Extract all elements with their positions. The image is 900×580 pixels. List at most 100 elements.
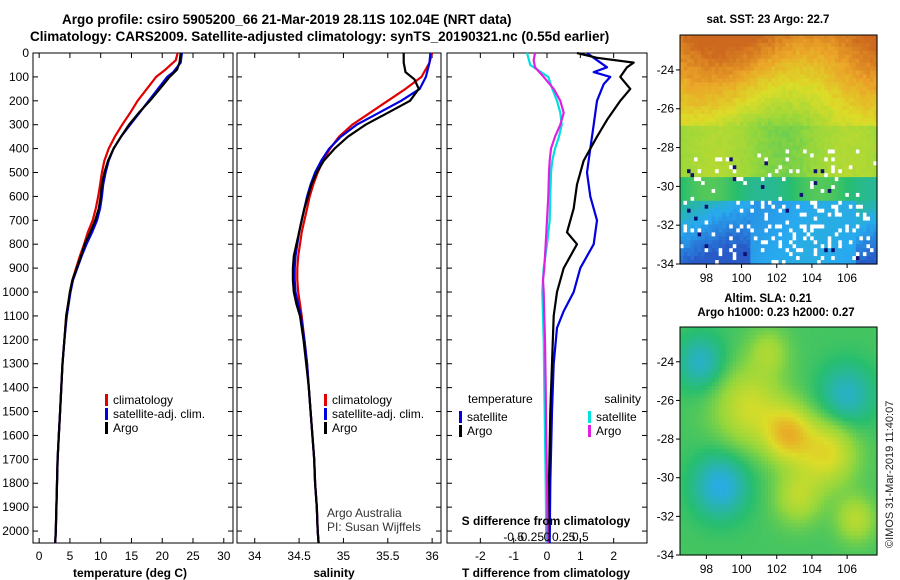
- diff-s-tick-label: -0.5: [503, 530, 524, 544]
- depth-tick-label: 100: [9, 70, 29, 84]
- difference-series-salinity-satellite: [525, 52, 563, 544]
- temperature-xtick-label: 20: [156, 549, 170, 563]
- depth-tick-label: 600: [9, 189, 29, 203]
- diff-legend-right-label: satellite: [596, 410, 637, 424]
- salinity-legend-swatch: [324, 394, 327, 406]
- temperature-series-argo: [54, 52, 182, 544]
- temperature-xtick-label: 25: [186, 549, 200, 563]
- salinity-xtick-label: 35.5: [376, 549, 400, 563]
- diff-legend-left-title: temperature: [468, 392, 533, 406]
- sla-map-subtitle: Argo h1000: 0.23 h2000: 0.27: [697, 307, 854, 319]
- salinity-xlabel: salinity: [313, 566, 355, 580]
- sla-map-ytick-label: -28: [657, 432, 675, 446]
- sla-map-ytick-label: -26: [657, 393, 675, 407]
- temperature-xtick-label: 5: [67, 549, 74, 563]
- title-line-1: Argo profile: csiro 5905200_66 21-Mar-20…: [62, 12, 512, 27]
- diff-s-tick-label: 0.5: [572, 530, 589, 544]
- depth-tick-label: 2000: [2, 524, 29, 538]
- depth-tick-label: 1400: [2, 381, 29, 395]
- difference-series-temperature-satellite: [548, 52, 612, 544]
- sst-map-ytick-label: -30: [657, 179, 675, 193]
- sst-map-ytick-label: -24: [657, 63, 675, 77]
- sst-map-xtick-label: 104: [802, 271, 822, 285]
- difference-xtick-label: -1: [508, 549, 519, 563]
- depth-tick-label: 800: [9, 237, 29, 251]
- sst-map-xtick-label: 106: [837, 271, 857, 285]
- temperature-xtick-label: 10: [94, 549, 108, 563]
- diff-legend-left-swatch: [459, 411, 462, 423]
- temperature-xtick-label: 30: [217, 549, 231, 563]
- sst-map-ytick-label: -28: [657, 141, 675, 155]
- sla-map-xtick-label: 102: [767, 562, 787, 576]
- argo-australia-label: Argo Australia: [327, 506, 402, 520]
- salinity-legend-label: satellite-adj. clim.: [332, 407, 424, 421]
- temperature-legend-label: satellite-adj. clim.: [113, 407, 205, 421]
- sla-map-title: Altim. SLA: 0.21: [724, 293, 812, 305]
- temperature-series-climatology: [54, 52, 179, 544]
- temperature-xlabel: temperature (deg C): [73, 566, 187, 580]
- depth-tick-label: 400: [9, 142, 29, 156]
- depth-tick-label: 1300: [2, 357, 29, 371]
- depth-tick-label: 200: [9, 94, 29, 108]
- diff-legend-right-swatch: [588, 411, 591, 423]
- sla-map-ytick-label: -32: [657, 509, 675, 523]
- diff-s-tick-label: 0.25: [552, 530, 576, 544]
- difference-xtick-label: -2: [475, 549, 486, 563]
- salinity-xtick-label: 34: [248, 549, 262, 563]
- depth-tick-label: 1200: [2, 333, 29, 347]
- temperature-xtick-label: 0: [36, 549, 43, 563]
- pi-label: PI: Susan Wijffels: [327, 520, 421, 534]
- temperature-legend-swatch: [105, 394, 108, 406]
- depth-tick-label: 300: [9, 118, 29, 132]
- sst-map-frame: [679, 34, 878, 265]
- depth-tick-label: 1700: [2, 452, 29, 466]
- depth-tick-label: 1000: [2, 285, 29, 299]
- salinity-series-argo: [291, 53, 420, 544]
- salinity-legend-label: climatology: [332, 393, 392, 407]
- sla-map-xtick-label: 100: [732, 562, 752, 576]
- depth-tick-label: 1500: [2, 405, 29, 419]
- depth-axis: 0 100 200 300 400 500 600 700 800 900 1000 1100 1200…: [2, 46, 29, 538]
- difference-xtick-label: 1: [577, 549, 584, 563]
- title-line-2: Climatology: CARS2009. Satellite-adjuste…: [30, 29, 610, 44]
- sst-map-ytick-label: -26: [657, 102, 675, 116]
- sst-map: 98 100 102 104 106 -24 -26 -28 -30 -32 -34: [657, 34, 878, 285]
- sst-map-title: sat. SST: 23 Argo: 22.7: [707, 14, 830, 26]
- sst-map-ytick-label: -34: [657, 257, 675, 271]
- salinity-panel: 34 34.5 35 35.5 36 climatologysatellite-adj. …: [236, 52, 442, 563]
- temperature-legend-label: Argo: [113, 421, 139, 435]
- temperature-legend-label: climatology: [113, 393, 173, 407]
- salinity-xtick-label: 36: [425, 549, 439, 563]
- depth-tick-label: 1600: [2, 428, 29, 442]
- sla-map-xtick-label: 104: [802, 562, 822, 576]
- temperature-xtick-label: 15: [125, 549, 139, 563]
- salinity-legend-swatch: [324, 408, 327, 420]
- sla-map-xtick-label: 98: [700, 562, 714, 576]
- salinity-legend-swatch: [324, 422, 327, 434]
- salinity-xtick-label: 34.5: [287, 549, 311, 563]
- temperature-frame: [32, 52, 234, 544]
- salinity-frame: [236, 52, 442, 544]
- diff-legend-right-label: Argo: [596, 424, 622, 438]
- difference-xtick-label: 2: [610, 549, 617, 563]
- sst-map-xtick-label: 100: [732, 271, 752, 285]
- depth-tick-label: 1100: [3, 309, 29, 323]
- diff-s-tick-label: -0.25: [517, 530, 545, 544]
- sst-map-ytick-label: -32: [657, 218, 675, 232]
- imos-credit: ©IMOS 31-Mar-2019 11:40:07: [884, 401, 896, 548]
- depth-tick-label: 1900: [2, 500, 29, 514]
- sla-map: 98 100 102 104 106 -24 -26 -28 -30 -32 -34: [657, 326, 878, 576]
- diff-legend-left-label: satellite: [467, 410, 508, 424]
- depth-tick-label: 500: [9, 166, 29, 180]
- salinity-xtick-label: 35: [337, 549, 351, 563]
- diff-legend-left-swatch: [459, 425, 462, 437]
- sla-map-frame: [679, 326, 878, 556]
- salinity-legend-label: Argo: [332, 421, 358, 435]
- sla-map-ytick-label: -24: [657, 355, 675, 369]
- difference-xtick-label: 0: [544, 549, 551, 563]
- depth-tick-label: 1800: [2, 476, 29, 490]
- sst-map-xtick-label: 98: [700, 271, 714, 285]
